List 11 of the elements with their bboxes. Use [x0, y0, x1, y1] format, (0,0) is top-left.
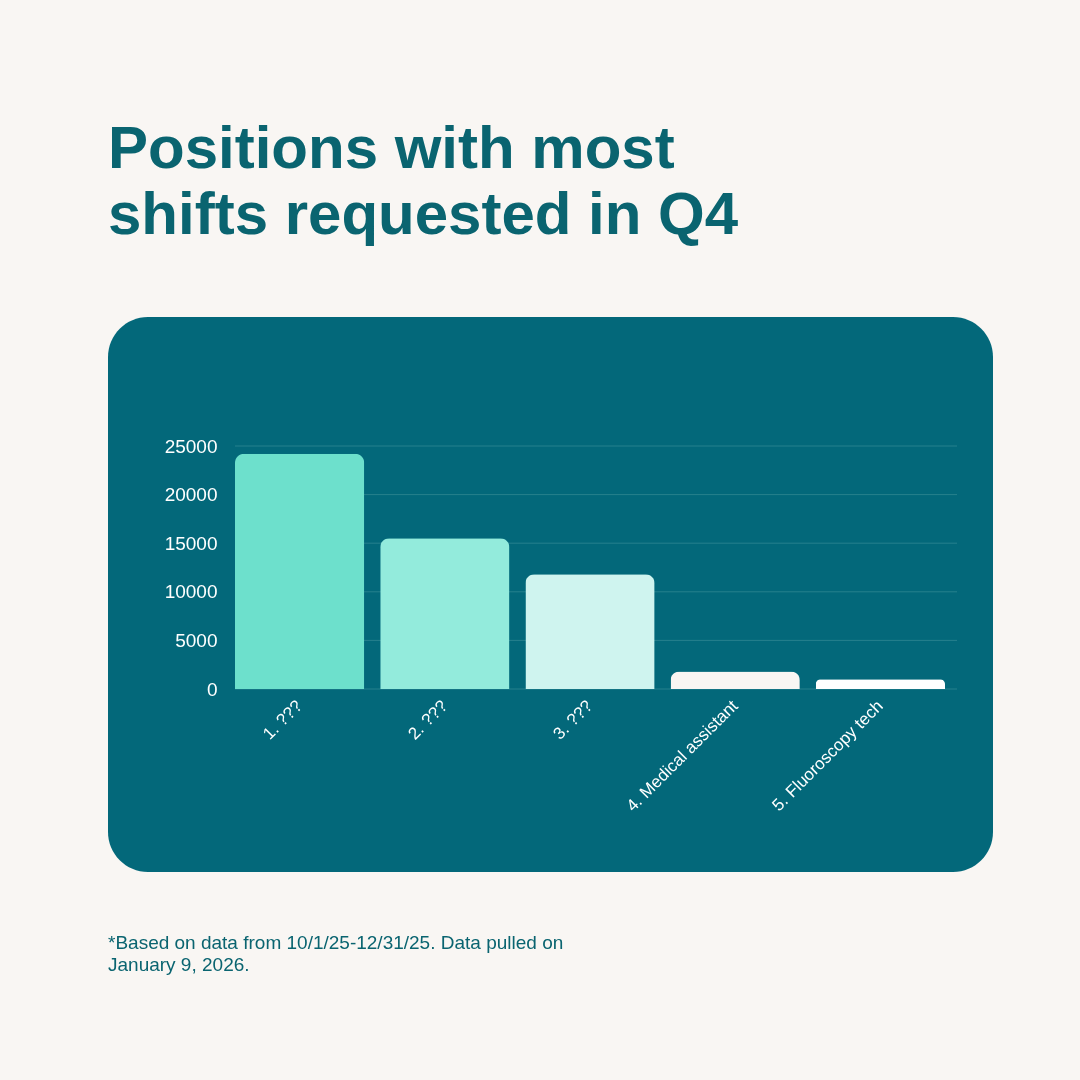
y-tick-label: 0 — [206, 678, 218, 700]
y-tick-label: 20000 — [164, 484, 218, 506]
y-tick-label: 25000 — [164, 435, 218, 457]
text: *Based on data from 10/1/25-12/31/25. Data pulled on January 9, 2026. — [108, 932, 564, 975]
y-tick-label: 5000 — [175, 629, 218, 651]
x-tick-label: 1. ??? — [259, 696, 306, 744]
x-tick-label: 2. ??? — [404, 696, 452, 744]
x-tick-label: 3. ??? — [549, 696, 597, 744]
chart-title: Positions with most shifts requested in Q4 — [108, 114, 739, 247]
y-tick-label: 10000 — [164, 581, 218, 603]
y-tick-label: 15000 — [164, 532, 218, 554]
